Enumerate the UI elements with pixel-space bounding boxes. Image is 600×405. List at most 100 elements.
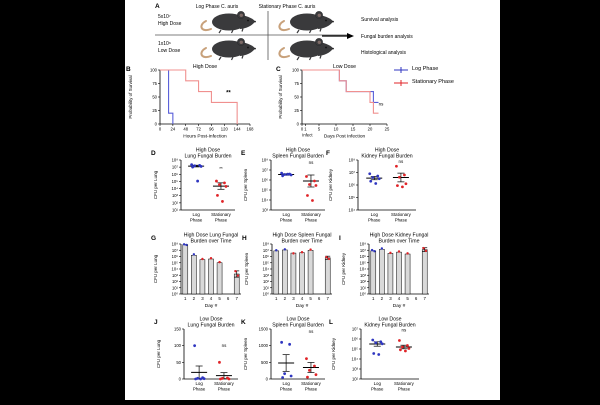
x-tick-label: 48	[183, 127, 188, 132]
bar-day-3	[199, 259, 206, 295]
x-tick-label: 7	[326, 296, 329, 301]
data-point	[182, 243, 186, 246]
data-point-stationary-phase	[311, 199, 314, 202]
panel-title: Kidney Fungal Burden	[364, 323, 415, 329]
data-point	[192, 253, 196, 256]
data-point-log-phase	[281, 376, 285, 379]
y-axis-label: CFU per Kidney	[328, 168, 333, 201]
x-tick-label: 5	[406, 296, 409, 301]
x-tick-label: 2	[193, 296, 196, 301]
data-point-log-phase	[380, 342, 384, 346]
y-tick-label: 10⁶	[360, 254, 367, 259]
high-dose-amount: 5x10⁷	[158, 14, 171, 20]
y-tick-label: 10⁰	[360, 292, 367, 297]
data-point-stationary-phase	[406, 344, 409, 347]
x-category-label: Phase	[280, 387, 293, 392]
x-tick-label: 2	[284, 296, 287, 301]
data-point-stationary-phase	[227, 377, 231, 381]
data-point-log-phase	[368, 172, 372, 176]
data-point	[424, 249, 428, 253]
mouse-eye	[247, 46, 249, 49]
y-tick-label: 10⁶	[263, 254, 270, 259]
column-title-stationary-phase: Stationary Phase C. auris	[259, 4, 316, 10]
x-category-label: Stationary	[391, 212, 412, 217]
y-tick-label: 10⁵	[172, 179, 179, 184]
data-point	[300, 251, 304, 254]
mouse-feet	[218, 55, 244, 61]
mouse-feet	[296, 28, 322, 34]
panel-F: F High Dose Kidney Fungal Burden CFU per Ki…	[325, 146, 425, 232]
x-tick-label: 20	[368, 127, 373, 132]
y-tick-label: 0	[179, 377, 182, 382]
panel-H: H High Dose Spleen Fungal Burden over Time…	[241, 231, 339, 315]
data-point-stationary-phase	[306, 375, 309, 379]
analysis-label-fungal-burden: Fungal burden analysis	[361, 34, 413, 40]
data-point-stationary-phase	[404, 182, 408, 186]
data-point-stationary-phase	[308, 368, 311, 372]
stationary-phase-curve-icon	[394, 80, 408, 86]
x-tick-label: 1	[372, 296, 375, 301]
data-point-stationary-phase	[306, 194, 309, 197]
panel-title: Spleen Fungal Burden	[272, 154, 324, 160]
y-tick-label: 10²	[360, 279, 367, 284]
data-point-log-phase	[288, 342, 292, 346]
data-point	[185, 243, 188, 247]
x-tick-label: 1	[275, 296, 278, 301]
panel-title: Low Dose	[286, 317, 309, 323]
scientific-figure: A Log Phase C. auris Stationary Phase C.…	[125, 0, 500, 400]
x-category-label: Log	[192, 212, 200, 217]
y-tick-label: 10⁰	[172, 292, 179, 297]
mouse-icon	[200, 38, 256, 61]
panel-title: High Dose Kidney Fungal	[370, 233, 429, 239]
y-tick-label: 10⁵	[262, 188, 269, 193]
data-point	[327, 257, 331, 261]
data-point-log-phase	[377, 353, 381, 356]
data-point-stationary-phase	[401, 345, 404, 349]
x-tick-label: 0	[159, 127, 162, 132]
x-tick-label: 168	[247, 127, 255, 132]
data-point-stationary-phase	[224, 185, 228, 188]
data-point-log-phase	[190, 163, 194, 167]
legend-item-stationary-phase: Stationary Phase	[393, 79, 497, 87]
y-axis-label: CFU per Spleen	[244, 252, 249, 285]
y-axis-label: CFU per Kidney	[341, 252, 346, 285]
data-point-log-phase	[376, 174, 380, 178]
x-tick-label: 144	[234, 127, 242, 132]
data-point-log-phase	[286, 172, 290, 176]
y-tick-label: 10⁸	[262, 158, 269, 163]
data-point	[201, 257, 204, 261]
data-point-stationary-phase	[399, 348, 402, 352]
significance-annotation: ns	[399, 159, 405, 164]
y-tick-label: 10⁸	[349, 158, 356, 163]
x-tick-label: 120	[221, 127, 229, 132]
y-axis-label: Probability of Survival	[128, 75, 133, 118]
mouse-icon	[278, 11, 334, 34]
y-tick-label: 50	[176, 360, 181, 365]
data-point	[380, 247, 384, 250]
panel-letter: G	[151, 235, 156, 242]
y-tick-label: 10⁷	[263, 248, 270, 253]
x-tick-label: 10	[334, 127, 339, 132]
data-point-stationary-phase	[401, 185, 404, 189]
data-point-log-phase	[371, 338, 375, 342]
data-point-stationary-phase	[313, 179, 316, 183]
x-category-label: Phase	[218, 387, 231, 392]
data-point-log-phase	[196, 179, 200, 183]
data-point-stationary-phase	[308, 183, 311, 186]
x-category-label: Phase	[215, 218, 228, 223]
mouse-nose	[332, 47, 334, 50]
mouse-eye	[325, 19, 327, 22]
x-category-label: Phase	[305, 387, 318, 392]
x-axis-label: Day #	[205, 303, 218, 309]
significance-annotation: ns	[402, 328, 408, 333]
bar-day-7	[324, 257, 331, 295]
mouse-ear-inner	[239, 40, 243, 44]
data-point-log-phase	[289, 374, 293, 378]
panel-I: I High Dose Kidney Fungal Burden over Time…	[338, 231, 436, 315]
y-tick-label: 10⁵	[352, 347, 359, 352]
x-category-label: Log	[371, 212, 379, 217]
data-point-log-phase	[193, 344, 197, 348]
mouse-body	[290, 13, 324, 31]
panel-title: Lung Fungal Burden	[187, 323, 234, 329]
